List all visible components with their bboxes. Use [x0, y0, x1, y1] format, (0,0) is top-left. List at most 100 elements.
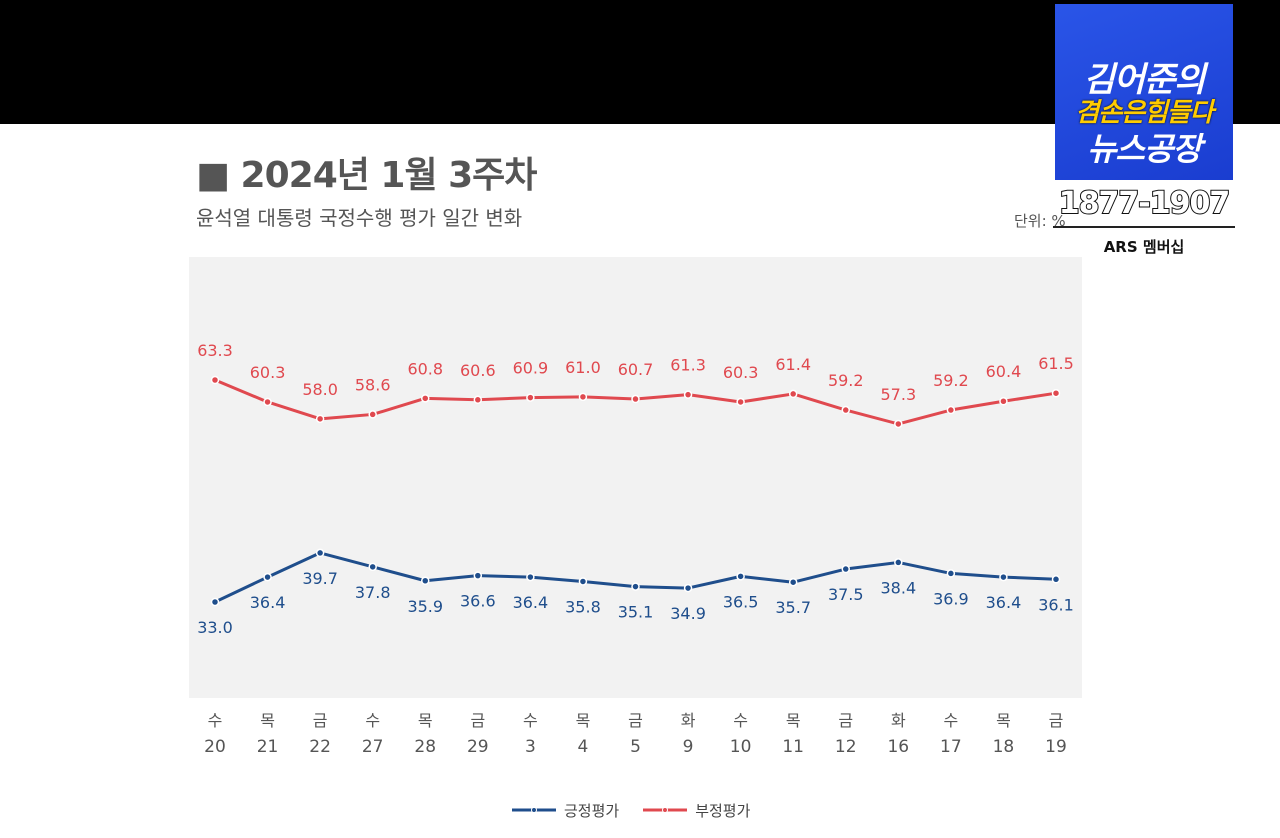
x-tick-weekday: 화: [681, 711, 696, 730]
positive-point: [473, 571, 483, 580]
positive-data-label: 34.9: [670, 604, 706, 623]
negative-point: [841, 405, 850, 415]
x-tick-weekday: 목: [418, 711, 433, 730]
positive-data-label: 35.8: [565, 597, 601, 616]
logo-line-1: 김어준의: [1083, 60, 1205, 100]
x-tick-weekday: 수: [365, 711, 380, 730]
positive-data-label: 37.8: [355, 583, 391, 602]
show-logo: 김어준의 겸손은힘들다 뉴스공장: [1055, 4, 1233, 180]
x-tick-day: 4: [578, 737, 589, 757]
x-tick-day: 12: [835, 737, 857, 757]
positive-point: [946, 569, 956, 578]
negative-point: [736, 397, 745, 407]
negative-data-label: 60.8: [407, 359, 443, 378]
logo-line-2: 겸손은힘들다: [1075, 98, 1214, 128]
positive-point: [788, 577, 798, 587]
x-tick-day: 22: [309, 737, 331, 757]
x-tick-day: 28: [414, 737, 436, 757]
positive-data-label: 35.9: [407, 597, 443, 616]
negative-point: [526, 393, 535, 402]
positive-data-label: 35.7: [775, 598, 811, 617]
positive-point: [315, 548, 325, 558]
positive-point: [368, 562, 377, 572]
x-tick-weekday: 화: [891, 711, 906, 730]
negative-point: [894, 419, 903, 429]
membership-label: ARS 멤버십: [1103, 238, 1185, 256]
positive-data-label: 36.4: [250, 593, 286, 612]
x-tick-weekday: 금: [313, 711, 328, 730]
positive-data-label: 36.9: [933, 589, 969, 608]
positive-point: [210, 597, 220, 607]
positive-point: [894, 558, 903, 567]
x-tick-day: 16: [887, 737, 909, 757]
negative-data-label: 60.4: [986, 362, 1022, 381]
x-tick-day: 3: [525, 737, 536, 757]
x-tick-day: 20: [204, 737, 226, 757]
x-tick-day: 17: [940, 737, 962, 757]
phone-underline: [1053, 226, 1235, 228]
x-tick-weekday: 목: [786, 711, 801, 730]
x-tick-weekday: 목: [996, 711, 1011, 730]
negative-point: [999, 396, 1008, 406]
x-tick-weekday: 목: [260, 711, 275, 730]
positive-data-label: 39.7: [302, 569, 338, 588]
legend-label-negative: 부정평가: [695, 801, 751, 820]
negative-point: [263, 397, 272, 407]
positive-point: [631, 582, 640, 591]
x-tick-weekday: 금: [838, 711, 853, 730]
legend-swatch-negative: [643, 807, 688, 813]
phone-number: 1877-1907: [1058, 185, 1231, 222]
positive-data-label: 33.0: [197, 618, 233, 637]
negative-data-label: 59.2: [828, 371, 864, 390]
negative-point: [631, 394, 640, 404]
x-axis-labels: 수 20 목 21 금 22 수 27 목 28 금 29 수 3 목 4 금 5 화 9 수 10 목 11 금 12 화 16 수 1…: [204, 711, 1067, 757]
positive-point: [526, 572, 535, 582]
x-tick-day: 5: [630, 737, 641, 757]
positive-point: [263, 572, 272, 582]
legend-swatch-positive: [512, 807, 556, 813]
negative-point: [1051, 388, 1061, 398]
chart-subtitle: 윤석열 대통령 국정수행 평가 일간 변화: [196, 206, 523, 230]
positive-data-label: 35.1: [618, 603, 654, 622]
x-tick-day: 27: [362, 737, 384, 757]
chart-legend: 긍정평가 부정평가: [510, 798, 750, 822]
negative-data-label: 58.6: [355, 375, 391, 394]
positive-point: [421, 576, 430, 586]
positive-data-label: 36.1: [1038, 595, 1074, 614]
positive-point: [841, 564, 850, 574]
positive-data-label: 37.5: [828, 585, 864, 604]
x-tick-weekday: 수: [523, 711, 538, 730]
negative-point: [210, 375, 220, 385]
negative-data-label: 61.0: [565, 358, 601, 377]
positive-data-label: 36.6: [460, 592, 496, 611]
negative-data-label: 60.6: [460, 361, 496, 380]
legend-item-positive: 긍정평가: [510, 800, 619, 821]
x-tick-day: 10: [730, 737, 752, 757]
negative-data-label: 60.3: [723, 363, 759, 382]
negative-data-label: 60.9: [513, 359, 549, 378]
negative-data-label: 61.4: [775, 355, 811, 374]
positive-point: [999, 572, 1008, 582]
negative-data-label: 63.3: [197, 341, 233, 360]
negative-data-label: 60.7: [618, 360, 654, 379]
x-tick-day: 21: [257, 737, 279, 757]
negative-data-label: 61.5: [1038, 354, 1074, 373]
x-tick-weekday: 금: [470, 711, 485, 730]
unit-label: 단위: %: [1014, 212, 1066, 230]
negative-data-label: 60.3: [250, 363, 286, 382]
negative-point: [473, 395, 483, 405]
x-tick-weekday: 금: [1049, 711, 1064, 730]
negative-point: [578, 392, 588, 402]
negative-data-label: 61.3: [670, 356, 706, 375]
negative-point: [368, 410, 377, 419]
x-tick-day: 9: [683, 737, 694, 757]
positive-data-label: 36.5: [723, 592, 759, 611]
positive-point: [683, 583, 693, 593]
positive-point: [736, 572, 745, 581]
positive-data-label: 38.4: [881, 578, 917, 597]
legend-label-positive: 긍정평가: [564, 801, 620, 820]
x-tick-weekday: 수: [944, 711, 959, 730]
x-tick-day: 19: [1045, 737, 1067, 757]
negative-data-label: 57.3: [881, 385, 917, 404]
